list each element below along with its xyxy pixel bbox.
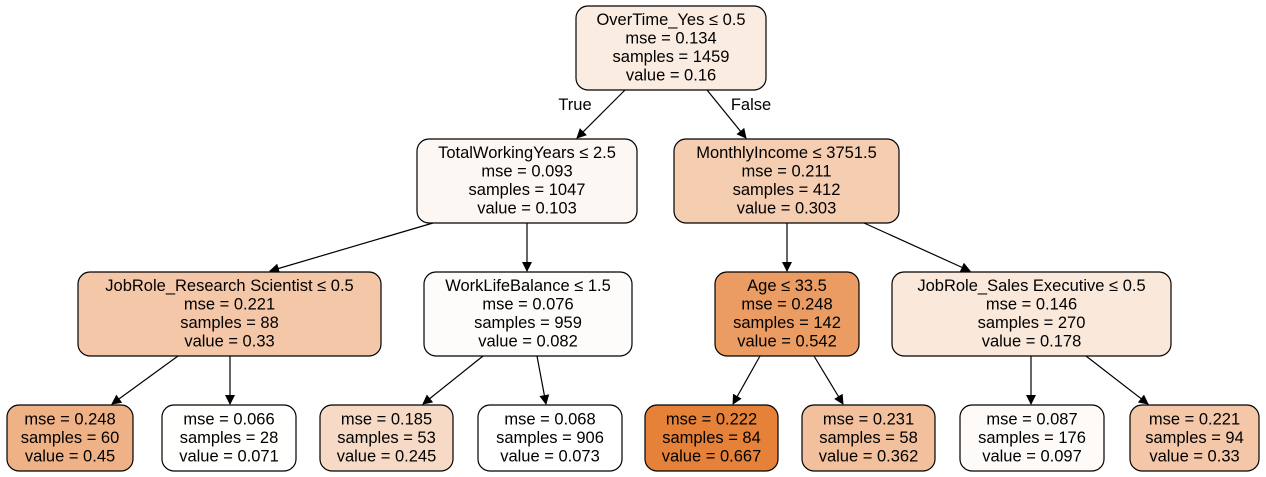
node-text-line: TotalWorkingYears ≤ 2.5 — [438, 144, 616, 162]
node-text-line: mse = 0.231 — [823, 410, 914, 428]
node-text-line: mse = 0.066 — [183, 410, 274, 428]
edge-n5-n12 — [813, 355, 844, 405]
node-box — [575, 5, 767, 91]
node-box — [644, 404, 779, 472]
node-text-line: samples = 270 — [978, 314, 1086, 332]
node-text-line: mse = 0.222 — [666, 410, 757, 428]
node-text-line: MonthlyIncome ≤ 3751.5 — [696, 144, 877, 162]
node-text-line: mse = 0.248 — [741, 296, 832, 314]
node-box — [714, 271, 860, 357]
node-box — [801, 404, 936, 472]
node-text-line: value = 0.667 — [662, 447, 762, 465]
node-box — [77, 271, 382, 357]
node-text-line: value = 0.16 — [626, 67, 716, 85]
node-text-line: samples = 28 — [180, 429, 279, 447]
node-text-line: mse = 0.146 — [986, 296, 1077, 314]
node-text-line: value = 0.071 — [179, 447, 279, 465]
edge-label-true: True — [558, 96, 591, 114]
node-box — [416, 138, 638, 224]
node-text-line: JobRole_Sales Executive ≤ 0.5 — [917, 277, 1145, 295]
node-text-line: JobRole_Research Scientist ≤ 0.5 — [105, 277, 353, 295]
node-text-line: value = 0.082 — [478, 333, 578, 351]
node-text-line: mse = 0.185 — [341, 410, 432, 428]
node-text-line: Age ≤ 33.5 — [747, 277, 827, 295]
node-box — [477, 404, 623, 472]
node-text-line: samples = 176 — [978, 429, 1086, 447]
edge-n6-n14 — [1085, 355, 1149, 405]
node-box — [959, 404, 1105, 472]
node-text-line: value = 0.45 — [25, 447, 115, 465]
node-text-line: value = 0.097 — [982, 447, 1082, 465]
node-text-line: value = 0.542 — [737, 333, 837, 351]
node-text-line: samples = 142 — [733, 314, 841, 332]
node-box — [161, 404, 297, 472]
edges-layer: True False — [111, 89, 1149, 405]
node-text-line: mse = 0.248 — [24, 410, 115, 428]
node-text-line: mse = 0.068 — [504, 410, 595, 428]
edge-label-false: False — [731, 96, 771, 114]
node-text-line: samples = 60 — [21, 429, 120, 447]
edge-n4-n10 — [536, 355, 550, 405]
node-text-line: samples = 1459 — [613, 48, 730, 66]
node-text-line: samples = 58 — [819, 429, 918, 447]
node-box — [423, 271, 633, 357]
node-text-line: samples = 1047 — [469, 181, 586, 199]
node-text-line: WorkLifeBalance ≤ 1.5 — [445, 277, 611, 295]
edge-n4-n9 — [422, 355, 484, 405]
node-text-line: mse = 0.076 — [482, 296, 573, 314]
node-text-line: value = 0.362 — [819, 447, 919, 465]
node-box — [6, 404, 134, 472]
node-text-line: value = 0.33 — [1149, 447, 1239, 465]
edge-n5-n11 — [732, 355, 761, 405]
node-text-line: mse = 0.093 — [481, 163, 572, 181]
node-box — [891, 271, 1172, 357]
edge-n1-n3 — [269, 222, 434, 274]
node-text-line: mse = 0.221 — [184, 296, 275, 314]
node-text-line: samples = 906 — [496, 429, 604, 447]
edge-n0-n1 — [576, 89, 626, 139]
node-text-line: samples = 88 — [180, 314, 279, 332]
node-box — [319, 404, 454, 472]
node-text-line: samples = 94 — [1145, 429, 1244, 447]
node-text-line: value = 0.073 — [500, 447, 600, 465]
node-box — [673, 138, 900, 224]
node-text-line: value = 0.303 — [737, 200, 837, 218]
edge-n3-n7 — [111, 355, 179, 405]
node-text-line: samples = 53 — [337, 429, 436, 447]
node-text-line: mse = 0.221 — [1149, 410, 1240, 428]
node-text-line: mse = 0.134 — [625, 30, 716, 48]
node-text-line: value = 0.33 — [184, 333, 274, 351]
node-text-line: samples = 959 — [474, 314, 582, 332]
node-text-line: samples = 412 — [733, 181, 841, 199]
node-text-line: samples = 84 — [662, 429, 761, 447]
edge-n0-n2 — [706, 89, 747, 139]
node-box — [1129, 404, 1260, 472]
node-text-line: mse = 0.087 — [986, 410, 1077, 428]
node-text-line: mse = 0.211 — [741, 163, 831, 181]
node-text-line: value = 0.245 — [337, 447, 437, 465]
node-text-line: OverTime_Yes ≤ 0.5 — [596, 11, 745, 29]
edge-n2-n6 — [863, 222, 971, 272]
node-text-line: value = 0.103 — [477, 200, 577, 218]
node-text-line: value = 0.178 — [982, 333, 1082, 351]
